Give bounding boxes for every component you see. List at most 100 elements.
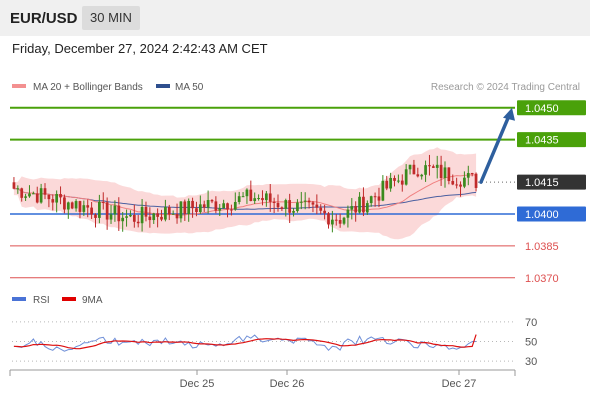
level-label: 1.0385 xyxy=(525,241,559,253)
timeframe-badge[interactable]: 30 MIN xyxy=(82,6,140,30)
candle-body xyxy=(156,213,159,217)
candle-body xyxy=(63,197,66,210)
level-label: 1.0435 xyxy=(525,135,559,147)
level-label: 1.0415 xyxy=(525,177,559,189)
chart-header: EUR/USD 30 MIN xyxy=(0,0,590,36)
candle-body xyxy=(463,177,466,187)
candle-body xyxy=(307,200,311,203)
candle-body xyxy=(140,206,144,224)
candle-body xyxy=(342,217,346,224)
candle-body xyxy=(55,194,59,203)
research-watermark: Research © 2024 Trading Central xyxy=(431,82,580,93)
candle-body xyxy=(288,200,292,213)
legend-swatch-rsi xyxy=(12,297,26,301)
candle-body xyxy=(393,177,396,181)
candle-body xyxy=(226,203,229,210)
candle-body xyxy=(82,205,86,212)
level-label-box xyxy=(517,100,586,116)
candle-body xyxy=(31,193,35,195)
candle-body xyxy=(354,206,358,213)
candle-body xyxy=(12,182,16,189)
candle-body xyxy=(455,184,459,186)
candle-body xyxy=(400,180,404,185)
candle-body xyxy=(261,198,264,201)
level-label-box xyxy=(517,174,586,190)
candle-body xyxy=(299,201,303,203)
candle-body xyxy=(431,166,435,168)
candle-body xyxy=(183,201,187,214)
candle-body xyxy=(241,196,245,198)
candle-body xyxy=(420,174,424,177)
legend-swatch-rsi-ma xyxy=(62,297,76,301)
candle-body xyxy=(90,207,93,215)
x-tick-label: Dec 27 xyxy=(442,378,477,390)
candle-body xyxy=(338,220,342,224)
candle-body xyxy=(292,211,295,213)
candle-body xyxy=(331,219,334,225)
candle-body xyxy=(408,164,412,170)
candle-body xyxy=(404,169,408,185)
candle-body xyxy=(167,207,171,215)
candle-body xyxy=(346,209,350,218)
main-legend: MA 20 + Bollinger Bands MA 50 xyxy=(12,82,204,93)
level-label-box xyxy=(517,132,586,148)
candle-body xyxy=(385,180,389,189)
rsi-tick-label: 70 xyxy=(525,317,537,329)
candle-body xyxy=(175,213,179,219)
candle-body xyxy=(113,205,117,215)
candle-body xyxy=(144,206,148,217)
candle-body xyxy=(129,214,132,217)
chart-datetime: Friday, December 27, 2024 2:42:43 AM CET xyxy=(12,41,268,56)
candle-body xyxy=(381,180,385,201)
candle-body xyxy=(16,188,20,190)
candle-body xyxy=(164,207,167,220)
candle-body xyxy=(109,214,113,220)
candle-body xyxy=(187,200,191,214)
candle-body xyxy=(117,205,121,222)
candle-body xyxy=(160,216,163,220)
candle-body xyxy=(369,196,373,204)
level-label-box xyxy=(517,206,586,222)
candle-body xyxy=(94,214,97,218)
candle-body xyxy=(39,188,43,203)
legend-swatch-ma50 xyxy=(156,84,170,88)
candle-body xyxy=(74,201,78,209)
legend-label-ma50: MA 50 xyxy=(175,82,204,93)
legend-label-ma20: MA 20 + Bollinger Bands xyxy=(33,82,143,93)
candle-body xyxy=(397,180,400,182)
candle-body xyxy=(268,193,272,202)
bollinger-band xyxy=(13,147,477,240)
candle-body xyxy=(264,193,268,201)
legend-label-rsi: RSI xyxy=(33,295,50,306)
candle-body xyxy=(276,202,280,208)
candle-body xyxy=(319,207,323,211)
level-label: 1.0450 xyxy=(525,103,559,115)
candle-body xyxy=(424,165,427,175)
candle-body xyxy=(47,194,51,200)
candle-body xyxy=(412,164,416,175)
candle-body xyxy=(323,210,326,214)
candle-body xyxy=(230,209,233,211)
legend-label-rsi-ma: 9MA xyxy=(82,295,103,306)
candle-body xyxy=(121,217,125,222)
candle-body xyxy=(284,200,288,209)
candle-body xyxy=(43,188,47,195)
candle-body xyxy=(125,216,128,218)
candle-body xyxy=(435,164,439,168)
candle-body xyxy=(179,201,183,219)
candle-body xyxy=(210,200,214,202)
candle-body xyxy=(245,189,249,197)
candle-body xyxy=(198,204,202,213)
candle-body xyxy=(202,204,206,208)
candle-body xyxy=(206,200,210,208)
candle-body xyxy=(389,177,392,189)
candle-body xyxy=(474,173,478,188)
candle-body xyxy=(66,202,70,210)
candle-body xyxy=(253,198,257,202)
level-label: 1.0400 xyxy=(525,209,559,221)
candle-body xyxy=(24,196,27,198)
candle-body xyxy=(451,181,455,185)
candle-body xyxy=(101,201,105,203)
candle-body xyxy=(296,202,299,212)
candle-body xyxy=(358,196,361,213)
